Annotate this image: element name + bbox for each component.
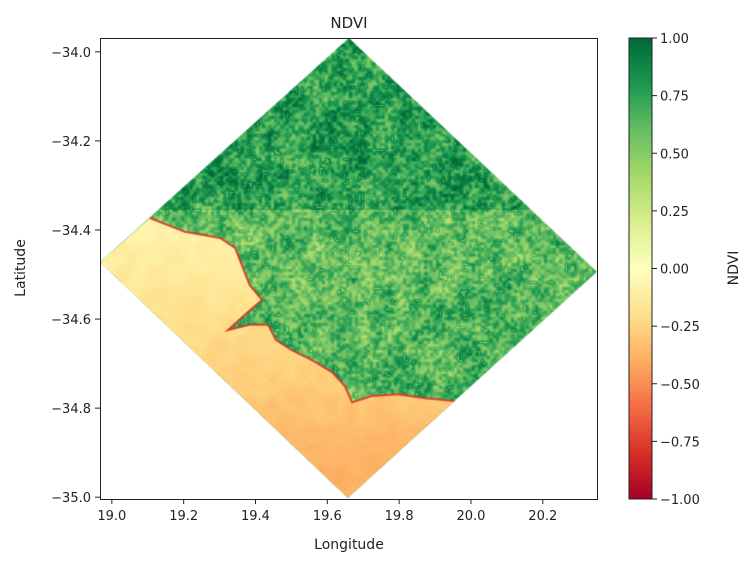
colorbar [628,37,653,500]
y-tick-label: −34.8 [51,402,91,417]
colorbar-tick-label: 1.00 [660,32,689,47]
colorbar-tick-label: 0.00 [660,263,689,278]
y-axis-label: Latitude [13,239,29,297]
x-tick-label: 19.2 [169,509,198,524]
colorbar-tick-label: 0.50 [660,147,689,162]
y-tick-label: −35.0 [51,491,91,506]
colorbar-tick-label: −0.75 [660,435,700,450]
y-tick-label: −34.6 [51,313,91,328]
colorbar-tick-label: −0.50 [660,378,700,393]
x-axis-label: Longitude [314,537,384,553]
colorbar-tick-label: −0.25 [660,320,700,335]
colorbar-tick-label: −1.00 [660,493,700,508]
x-tick-label: 19.4 [241,509,270,524]
x-tick-label: 19.8 [385,509,414,524]
y-tick-label: −34.0 [51,46,91,61]
y-tick-label: −34.4 [51,224,91,239]
x-tick-label: 19.0 [97,509,126,524]
x-tick-label: 20.2 [528,509,557,524]
y-tick-label: −34.2 [51,135,91,150]
colorbar-tick-label: 0.25 [660,205,689,220]
chart-title: NDVI [330,14,367,32]
x-tick-label: 20.0 [456,509,485,524]
x-tick-label: 19.6 [313,509,342,524]
colorbar-tick-label: 0.75 [660,90,689,105]
colorbar-label: NDVI [726,251,742,286]
plot-frame [100,38,598,500]
ndvi-raster [101,39,597,499]
